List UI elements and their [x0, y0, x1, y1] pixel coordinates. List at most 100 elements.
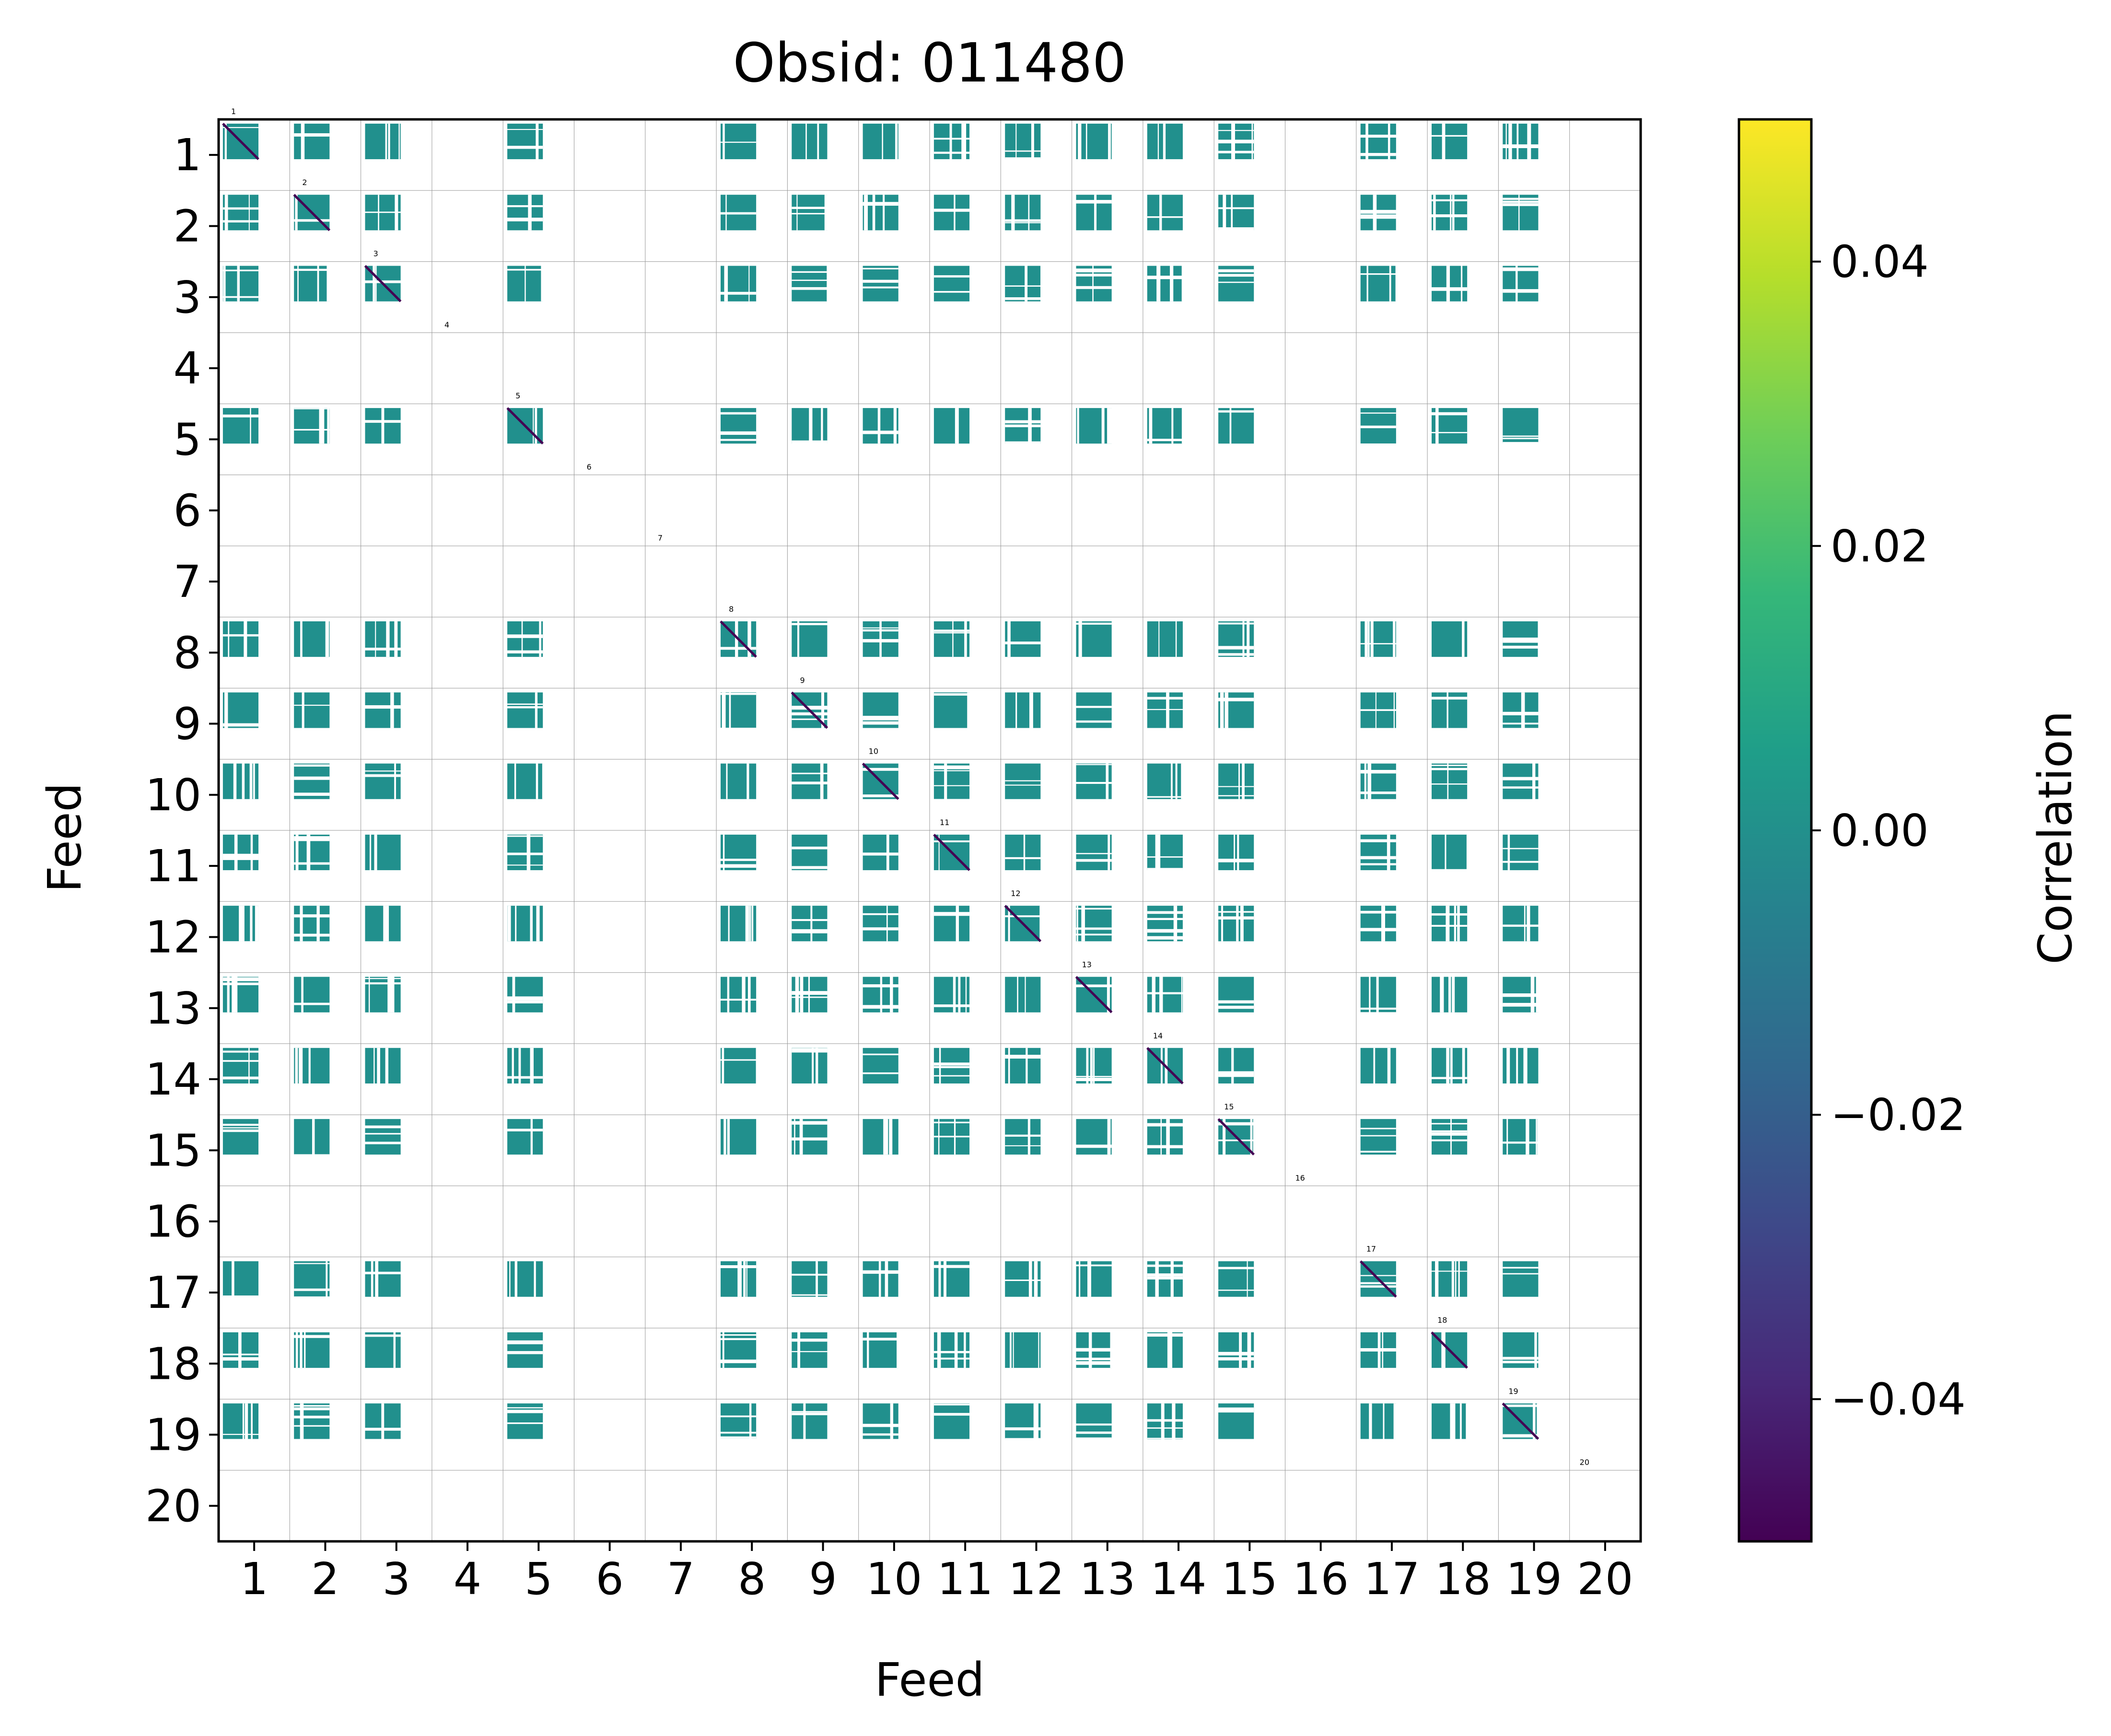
heatmap-cell: [1147, 195, 1183, 231]
heatmap-cell: [222, 1048, 259, 1084]
cell-mask: [327, 266, 328, 302]
cell-mask: [933, 209, 970, 212]
cell-mask: [300, 1403, 304, 1439]
cell-mask: [1431, 1130, 1468, 1132]
cell-mask: [1503, 1357, 1539, 1360]
cell-mask: [1218, 1122, 1254, 1126]
cell-mask: [541, 266, 545, 302]
cell-mask: [878, 1261, 881, 1297]
heatmap-cell: [792, 1332, 828, 1368]
cell-mask: [792, 718, 828, 720]
heatmap-cell: [792, 266, 829, 302]
heatmap-cell: [222, 1261, 259, 1299]
cell-mask: [728, 906, 730, 942]
cell-fill: [1503, 123, 1539, 160]
cell-mask: [1250, 1119, 1253, 1155]
cell-mask: [1076, 1437, 1112, 1440]
cell-mask: [739, 1261, 742, 1297]
heatmap-cell: [222, 763, 259, 799]
cell-mask: [1005, 857, 1041, 859]
heatmap-cell: [1360, 621, 1396, 657]
heatmap-cell: [222, 1403, 259, 1439]
cell-mask: [294, 219, 330, 222]
cell-mask: [1452, 1403, 1456, 1439]
cell-mask: [1076, 1423, 1112, 1426]
heatmap-cell: [365, 834, 401, 871]
cell-mask: [375, 266, 377, 302]
y-tick-label: 15: [145, 1125, 201, 1176]
cell-mask: [1466, 834, 1470, 871]
cell-mask: [1536, 977, 1540, 1013]
cell-mask: [1247, 1332, 1251, 1368]
cell-mask: [394, 621, 398, 657]
cell-mask: [943, 1261, 946, 1297]
cell-mask: [512, 977, 515, 1013]
cell-mask: [1237, 834, 1239, 871]
cell-mask: [820, 763, 824, 799]
cell-mask: [1218, 1409, 1254, 1413]
heatmap-cell: [1503, 977, 1540, 1013]
cell-mask: [933, 275, 970, 278]
heatmap-cell: [1147, 1403, 1183, 1439]
x-tick-label: 18: [1435, 1553, 1491, 1605]
cell-mask: [1110, 408, 1112, 444]
cell-mask: [1448, 977, 1451, 1013]
heatmap-cell: [1147, 906, 1183, 942]
diagonal-label: 11: [940, 818, 949, 827]
heatmap-cell: [1360, 977, 1396, 1016]
cell-mask: [248, 1048, 250, 1084]
cell-mask: [1156, 266, 1159, 302]
x-tick-label: 11: [937, 1553, 993, 1605]
heatmap-cell: [365, 977, 401, 1013]
cell-mask: [792, 1121, 828, 1125]
cell-fill: [507, 834, 543, 871]
heatmap-cell: [507, 763, 544, 799]
cell-mask: [507, 1129, 543, 1131]
cell-mask: [1503, 442, 1539, 444]
cell-mask: [1247, 621, 1250, 657]
heatmap-cell: [294, 408, 330, 444]
heatmap-cell: [1147, 408, 1185, 444]
cell-mask: [1518, 195, 1520, 231]
cell-mask: [1110, 1332, 1113, 1368]
cell-mask: [933, 912, 970, 914]
heatmap-cell: [222, 621, 259, 657]
cell-mask: [1431, 432, 1468, 433]
cell-mask: [890, 1403, 894, 1439]
cell-fill: [222, 195, 259, 231]
cell-mask: [251, 763, 253, 799]
cell-mask: [1161, 977, 1163, 1013]
heatmap-cell: [1218, 834, 1254, 871]
cell-mask: [1076, 1361, 1112, 1365]
heatmap-cell: [1503, 1048, 1539, 1084]
cell-mask: [1231, 1048, 1234, 1084]
cell-mask: [799, 1119, 803, 1155]
cell-mask: [1147, 709, 1183, 711]
cell-mask: [250, 906, 253, 942]
diagonal-line: [720, 620, 757, 658]
cell-mask: [1516, 266, 1518, 302]
cell-mask: [863, 721, 898, 725]
cell-fill: [1503, 1261, 1539, 1297]
cell-mask: [863, 1005, 898, 1009]
cell-mask: [398, 123, 400, 160]
heatmap-cell: [507, 834, 543, 871]
cell-mask: [294, 764, 330, 767]
cell-mask: [720, 999, 757, 1001]
cell-mask: [1442, 123, 1446, 160]
heatmap-cell: [720, 977, 757, 1013]
cell-mask: [301, 977, 303, 1013]
cell-fill: [1005, 692, 1041, 728]
cell-mask: [1166, 692, 1169, 728]
cell-mask: [365, 1334, 401, 1337]
cell-mask: [742, 977, 746, 1013]
diagonal-line: [1431, 1331, 1468, 1369]
cell-mask: [1218, 859, 1254, 862]
cell-mask: [1239, 1332, 1242, 1368]
cell-mask: [1242, 763, 1245, 799]
diagonal-line: [364, 265, 402, 303]
cell-mask: [792, 1412, 828, 1415]
heatmap-cell: [933, 195, 970, 231]
heatmap-cell: [507, 195, 543, 231]
cell-mask: [1218, 911, 1254, 913]
